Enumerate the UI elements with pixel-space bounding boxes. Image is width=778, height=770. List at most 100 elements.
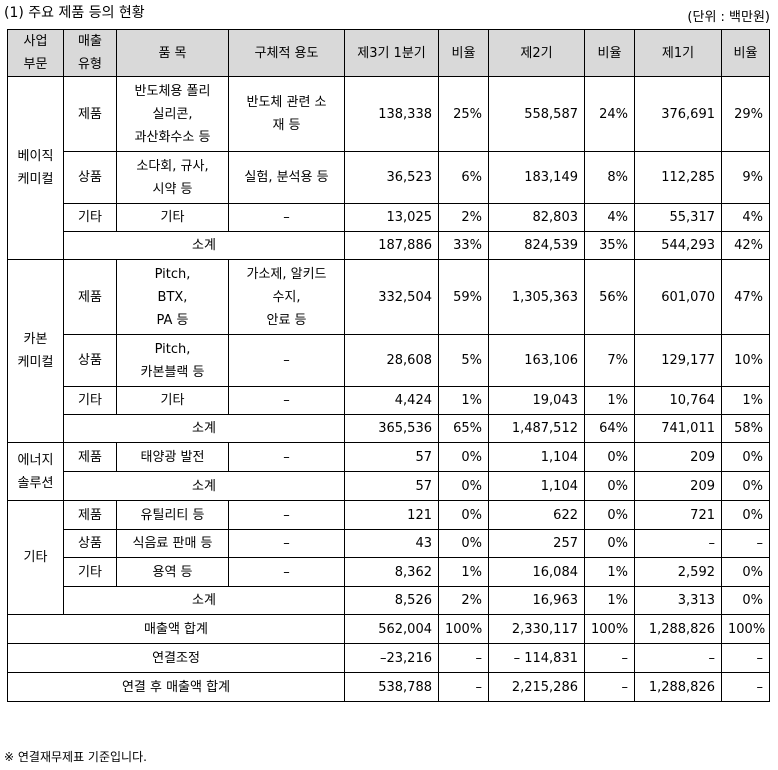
q3-cell: 138,338 [344, 76, 439, 152]
subtotal-label: 소계 [63, 471, 345, 501]
p2-cell: 2,330,117 [488, 614, 585, 644]
ratio-cell: 1% [584, 557, 635, 587]
type-cell: 제품 [63, 500, 117, 530]
type-cell: 상품 [63, 529, 117, 558]
q3-cell: 57 [344, 471, 439, 501]
header-usage: 구체적 용도 [228, 29, 345, 77]
q3-cell: 57 [344, 442, 439, 472]
p1-cell: 721 [634, 500, 722, 530]
q3-cell: 28,608 [344, 334, 439, 387]
p2-cell: 622 [488, 500, 585, 530]
p1-cell: 601,070 [634, 259, 722, 335]
p1-cell: 55,317 [634, 203, 722, 232]
table-row: 기타 용역 등 – 8,362 1% 16,084 1% 2,592 0% [8, 557, 770, 587]
footnote: ※ 연결재무제표 기준입니다. [4, 750, 147, 764]
consolidated-total-row: 연결 후 매출액 합계 538,788 – 2,215,286 – 1,288,… [7, 672, 770, 702]
p1-cell: 112,285 [634, 151, 722, 204]
ratio-cell: 1% [584, 586, 635, 615]
p1-cell: 1,288,826 [634, 672, 722, 702]
ratio-cell: 7% [584, 334, 635, 387]
ratio-cell: – [721, 672, 770, 702]
segment-cell: 베이직 케미컬 [7, 76, 64, 260]
ratio-cell: 6% [438, 151, 489, 204]
p2-cell: 257 [488, 529, 585, 558]
ratio-cell: 47% [721, 259, 770, 335]
usage-cell: – [228, 203, 345, 232]
q3-cell: –23,216 [344, 643, 439, 673]
ratio-cell: 0% [584, 500, 635, 530]
product-sales-table: 사업 부문 매출 유형 품 목 구체적 용도 제3기 1분기 비율 제2기 비율 제… [7, 29, 770, 702]
usage-cell: – [228, 442, 345, 472]
p1-cell: 1,288,826 [634, 614, 722, 644]
ratio-cell: 8% [584, 151, 635, 204]
ratio-cell: 0% [721, 557, 770, 587]
q3-cell: 8,362 [344, 557, 439, 587]
ratio-cell: 33% [438, 231, 489, 260]
header-p1: 제1기 [634, 29, 722, 77]
item-cell: 태양광 발전 [116, 442, 229, 472]
ratio-cell: – [584, 643, 635, 673]
p2-cell: 16,084 [488, 557, 585, 587]
p2-cell: 1,305,363 [488, 259, 585, 335]
ratio-cell: 0% [584, 471, 635, 501]
q3-cell: 187,886 [344, 231, 439, 260]
ratio-cell: 0% [438, 471, 489, 501]
ratio-cell: 56% [584, 259, 635, 335]
item-cell: 식음료 판매 등 [116, 529, 229, 558]
table-row: 상품 소다회, 규사, 시약 등 실험, 분석용 등 36,523 6% 183,… [8, 151, 770, 204]
header-p2: 제2기 [488, 29, 585, 77]
p2-cell: 1,104 [488, 471, 585, 501]
p2-cell: – 114,831 [488, 643, 585, 673]
ratio-cell: 4% [721, 203, 770, 232]
header-type: 매출 유형 [63, 29, 117, 77]
table-row: 에너지 솔루션 제품 태양광 발전 – 57 0% 1,104 0% 209 0% [7, 442, 770, 501]
p2-cell: 82,803 [488, 203, 585, 232]
ratio-cell: 64% [584, 414, 635, 443]
p1-cell: 129,177 [634, 334, 722, 387]
usage-cell: – [228, 557, 345, 587]
total-label: 매출액 합계 [7, 614, 345, 644]
type-cell: 기타 [63, 203, 117, 232]
ratio-cell: 0% [584, 442, 635, 472]
header-segment: 사업 부문 [7, 29, 64, 77]
table-row: 상품 Pitch, 카본블랙 등 – 28,608 5% 163,106 7% 1… [8, 334, 770, 387]
usage-cell: – [228, 386, 345, 415]
ratio-cell: 0% [721, 586, 770, 615]
ratio-cell: 1% [438, 557, 489, 587]
subtotal-row: 소계 8,526 2% 16,963 1% 3,313 0% [8, 586, 770, 615]
q3-cell: 121 [344, 500, 439, 530]
p2-cell: 19,043 [488, 386, 585, 415]
item-cell: 소다회, 규사, 시약 등 [116, 151, 229, 204]
subtotal-label: 소계 [63, 414, 345, 443]
usage-cell: – [228, 500, 345, 530]
ratio-cell: 59% [438, 259, 489, 335]
subtotal-label: 소계 [63, 231, 345, 260]
p1-cell: 544,293 [634, 231, 722, 260]
header-q3: 제3기 1분기 [344, 29, 439, 77]
p1-cell: 10,764 [634, 386, 722, 415]
ratio-cell: – [438, 672, 489, 702]
item-cell: Pitch, 카본블랙 등 [116, 334, 229, 387]
subtotal-row: 소계 365,536 65% 1,487,512 64% 741,011 58% [8, 414, 770, 443]
usage-cell: – [228, 334, 345, 387]
ratio-cell: 100% [721, 614, 770, 644]
q3-cell: 538,788 [344, 672, 439, 702]
ratio-cell: – [721, 529, 770, 558]
item-cell: 기타 [116, 203, 229, 232]
usage-cell: 실험, 분석용 등 [228, 151, 345, 204]
ratio-cell: 0% [584, 529, 635, 558]
p2-cell: 1,104 [488, 442, 585, 472]
table-row: 기타 기타 – 13,025 2% 82,803 4% 55,317 4% [8, 203, 770, 232]
ratio-cell: 58% [721, 414, 770, 443]
p2-cell: 16,963 [488, 586, 585, 615]
ratio-cell: – [584, 672, 635, 702]
header-row: 사업 부문 매출 유형 품 목 구체적 용도 제3기 1분기 비율 제2기 비율 제… [7, 29, 770, 77]
ratio-cell: 24% [584, 76, 635, 152]
p2-cell: 824,539 [488, 231, 585, 260]
ratio-cell: – [438, 643, 489, 673]
p2-cell: 163,106 [488, 334, 585, 387]
ratio-cell: 1% [584, 386, 635, 415]
p2-cell: 2,215,286 [488, 672, 585, 702]
table-row: 기타 기타 – 4,424 1% 19,043 1% 10,764 1% [8, 386, 770, 415]
q3-cell: 36,523 [344, 151, 439, 204]
